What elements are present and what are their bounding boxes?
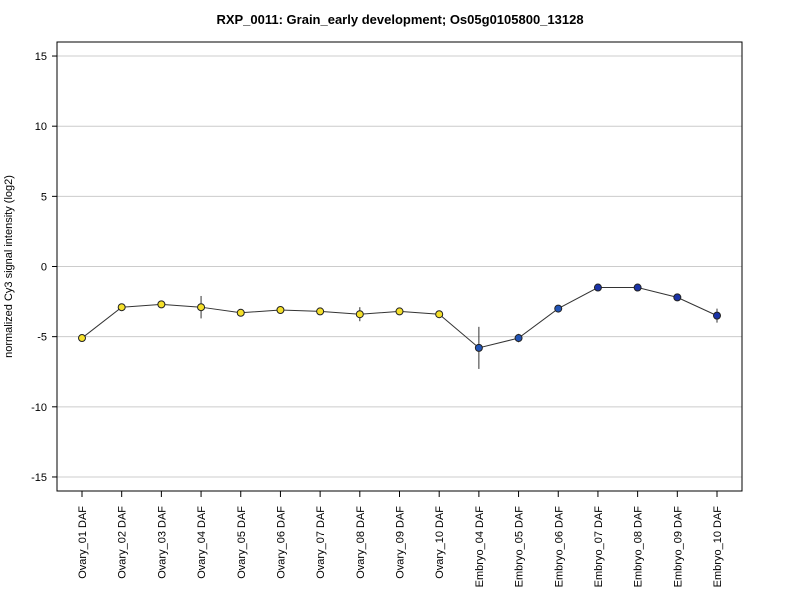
x-tick-label: Embryo_07 DAF [593, 506, 605, 588]
x-tick-label: Embryo_09 DAF [672, 506, 684, 588]
data-point [633, 283, 642, 292]
y-tick-label: 5 [41, 191, 47, 203]
x-tick-label: Ovary_07 DAF [315, 506, 327, 579]
y-tick-label: -5 [37, 332, 47, 344]
chart-title: RXP_0011: Grain_early development; Os05g… [216, 12, 584, 27]
series-line-layer [81, 287, 718, 349]
x-tick-label: Ovary_01 DAF [77, 506, 89, 579]
x-tick-label: Embryo_04 DAF [474, 506, 486, 588]
y-axis-label: normalized Cy3 signal intensity (log2) [3, 175, 15, 358]
data-points [78, 283, 721, 352]
y-tick-label: -10 [31, 402, 47, 414]
x-tick-label: Ovary_02 DAF [117, 506, 129, 579]
y-tick-label: -15 [31, 472, 47, 484]
data-point [355, 310, 364, 319]
y-tick-label: 0 [41, 262, 47, 274]
series-line [81, 287, 718, 349]
x-tick-label: Embryo_05 DAF [514, 506, 526, 588]
x-tick-label: Ovary_09 DAF [395, 506, 407, 579]
x-tick-label: Embryo_06 DAF [553, 506, 565, 588]
data-point [593, 283, 602, 292]
y-tick-label: 15 [35, 51, 47, 63]
data-point [395, 307, 404, 316]
x-tick-label: Ovary_06 DAF [275, 506, 287, 579]
data-point [713, 311, 721, 320]
y-tick-label: 10 [35, 121, 47, 133]
x-tick-label: Ovary_03 DAF [156, 506, 168, 579]
grid-lines [57, 55, 742, 478]
data-point [276, 305, 285, 314]
error-bars [81, 286, 718, 369]
x-tick-label: Ovary_10 DAF [434, 506, 446, 579]
x-tick-label: Embryo_08 DAF [633, 506, 645, 588]
x-tick-label: Ovary_04 DAF [196, 506, 208, 579]
data-point [197, 303, 206, 312]
data-point [673, 293, 682, 302]
data-point [554, 304, 563, 313]
data-point [435, 310, 444, 319]
x-tick-label: Ovary_05 DAF [236, 506, 248, 579]
x-tick-label: Ovary_08 DAF [355, 506, 367, 579]
data-point [236, 308, 245, 317]
data-point [157, 300, 166, 309]
data-point [514, 334, 523, 343]
x-axis: Ovary_01 DAF Ovary_02 DAF Ovary_03 DAF Ovar… [77, 491, 724, 587]
y-axis: 15 10 5 0 -5 -10 -15 [31, 51, 57, 484]
data-point [117, 303, 126, 312]
x-tick-label: Embryo_10 DAF [712, 506, 724, 588]
data-point [78, 334, 86, 343]
data-point [316, 307, 325, 316]
data-point [474, 343, 483, 352]
